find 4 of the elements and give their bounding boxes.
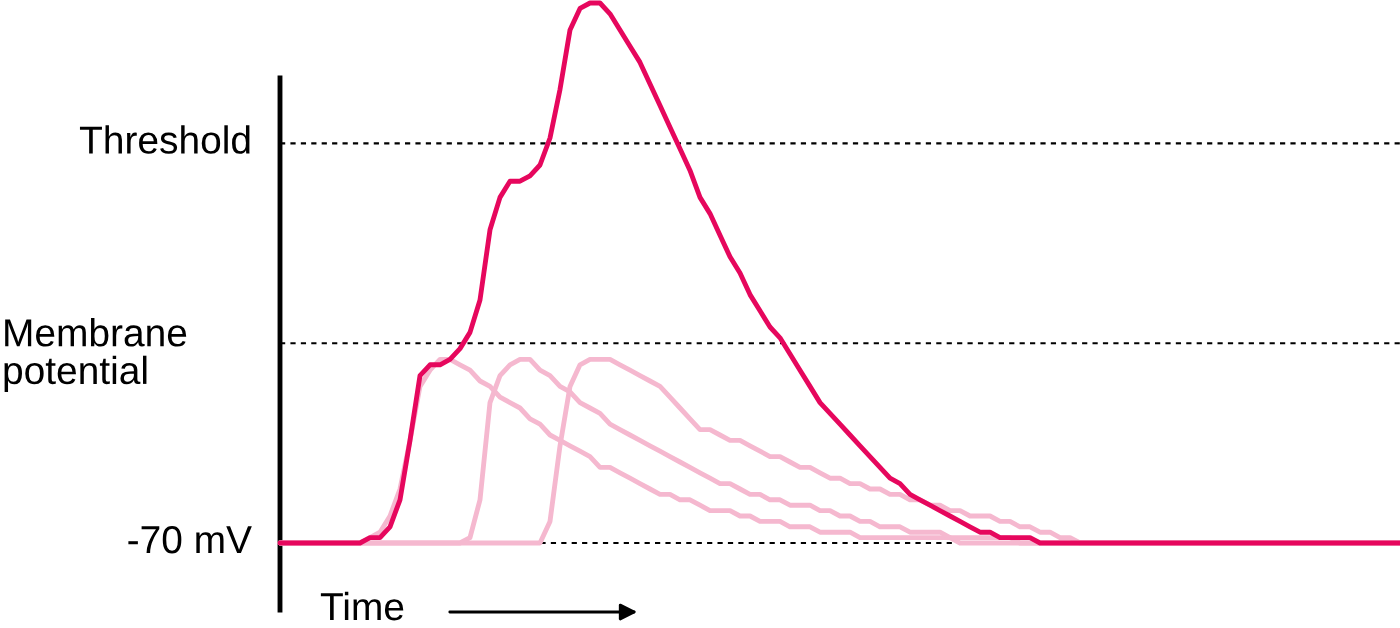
y-axis-title: Membrane potential — [4, 318, 187, 392]
x-axis-title: Time — [320, 591, 404, 621]
ref-line-label: Threshold — [79, 125, 250, 154]
ref-line-label: -70 mV — [128, 525, 252, 554]
